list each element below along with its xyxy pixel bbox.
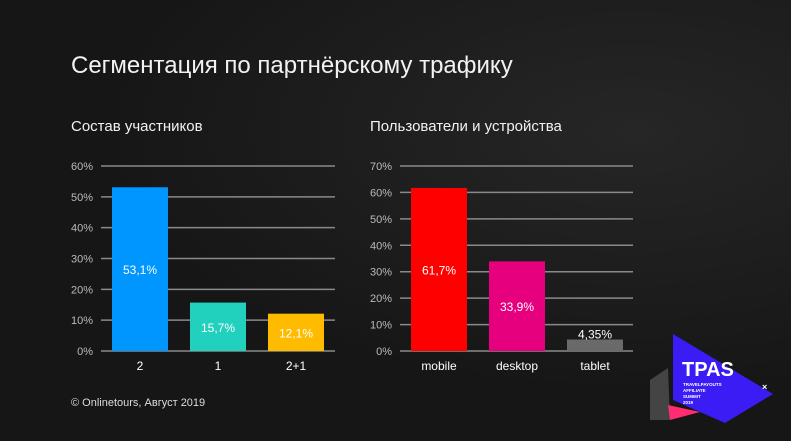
y-tick-label: 40% [370, 240, 392, 252]
y-tick-label: 30% [71, 254, 93, 266]
x-tick-label: tablet [580, 359, 610, 373]
y-tick-label: 0% [77, 346, 93, 358]
y-tick-label: 60% [370, 187, 392, 199]
y-tick-label: 10% [370, 320, 392, 332]
bar-mobile [411, 187, 467, 351]
y-tick-label: 20% [71, 284, 93, 296]
data-label: 53,1% [123, 263, 157, 277]
bar-2+1 [268, 313, 324, 351]
x-tick-label: desktop [496, 359, 538, 373]
y-tick-label: 0% [376, 346, 392, 358]
svg-text:×: × [762, 382, 767, 392]
data-label: 61,7% [422, 263, 456, 277]
page-title: Сегментация по партнёрскому трафику [71, 52, 513, 79]
footer-source: © Onlinetours, Август 2019 [71, 397, 206, 409]
y-tick-label: 30% [370, 267, 392, 279]
svg-text:AFFILIATE: AFFILIATE [683, 388, 706, 393]
x-tick-label: 1 [215, 359, 222, 373]
x-tick-label: 2+1 [286, 359, 307, 373]
bar-2 [112, 187, 168, 351]
bar-1 [190, 302, 246, 351]
svg-text:2019: 2019 [683, 400, 694, 405]
y-tick-label: 50% [71, 192, 93, 204]
y-tick-label: 60% [71, 161, 93, 173]
x-tick-label: 2 [137, 359, 144, 373]
bar-desktop [489, 261, 545, 351]
y-tick-label: 50% [370, 214, 392, 226]
x-tick-label: mobile [421, 359, 457, 373]
y-tick-label: 10% [71, 315, 93, 327]
svg-text:TRAVELPAYOUTS: TRAVELPAYOUTS [683, 382, 722, 387]
chart-title-devices: Пользователи и устройства [370, 118, 562, 135]
svg-text:TPAS: TPAS [682, 359, 734, 381]
bar-tablet [567, 339, 623, 351]
data-label: 15,7% [201, 321, 235, 335]
y-tick-label: 70% [370, 161, 392, 173]
chart-title-participants: Состав участников [71, 118, 203, 135]
y-tick-label: 40% [71, 223, 93, 235]
data-label: 12,1% [279, 326, 313, 340]
svg-text:SUMMIT: SUMMIT [683, 394, 701, 399]
data-label: 33,9% [500, 300, 534, 314]
y-tick-label: 20% [370, 293, 392, 305]
data-label: 4,35% [578, 328, 612, 342]
